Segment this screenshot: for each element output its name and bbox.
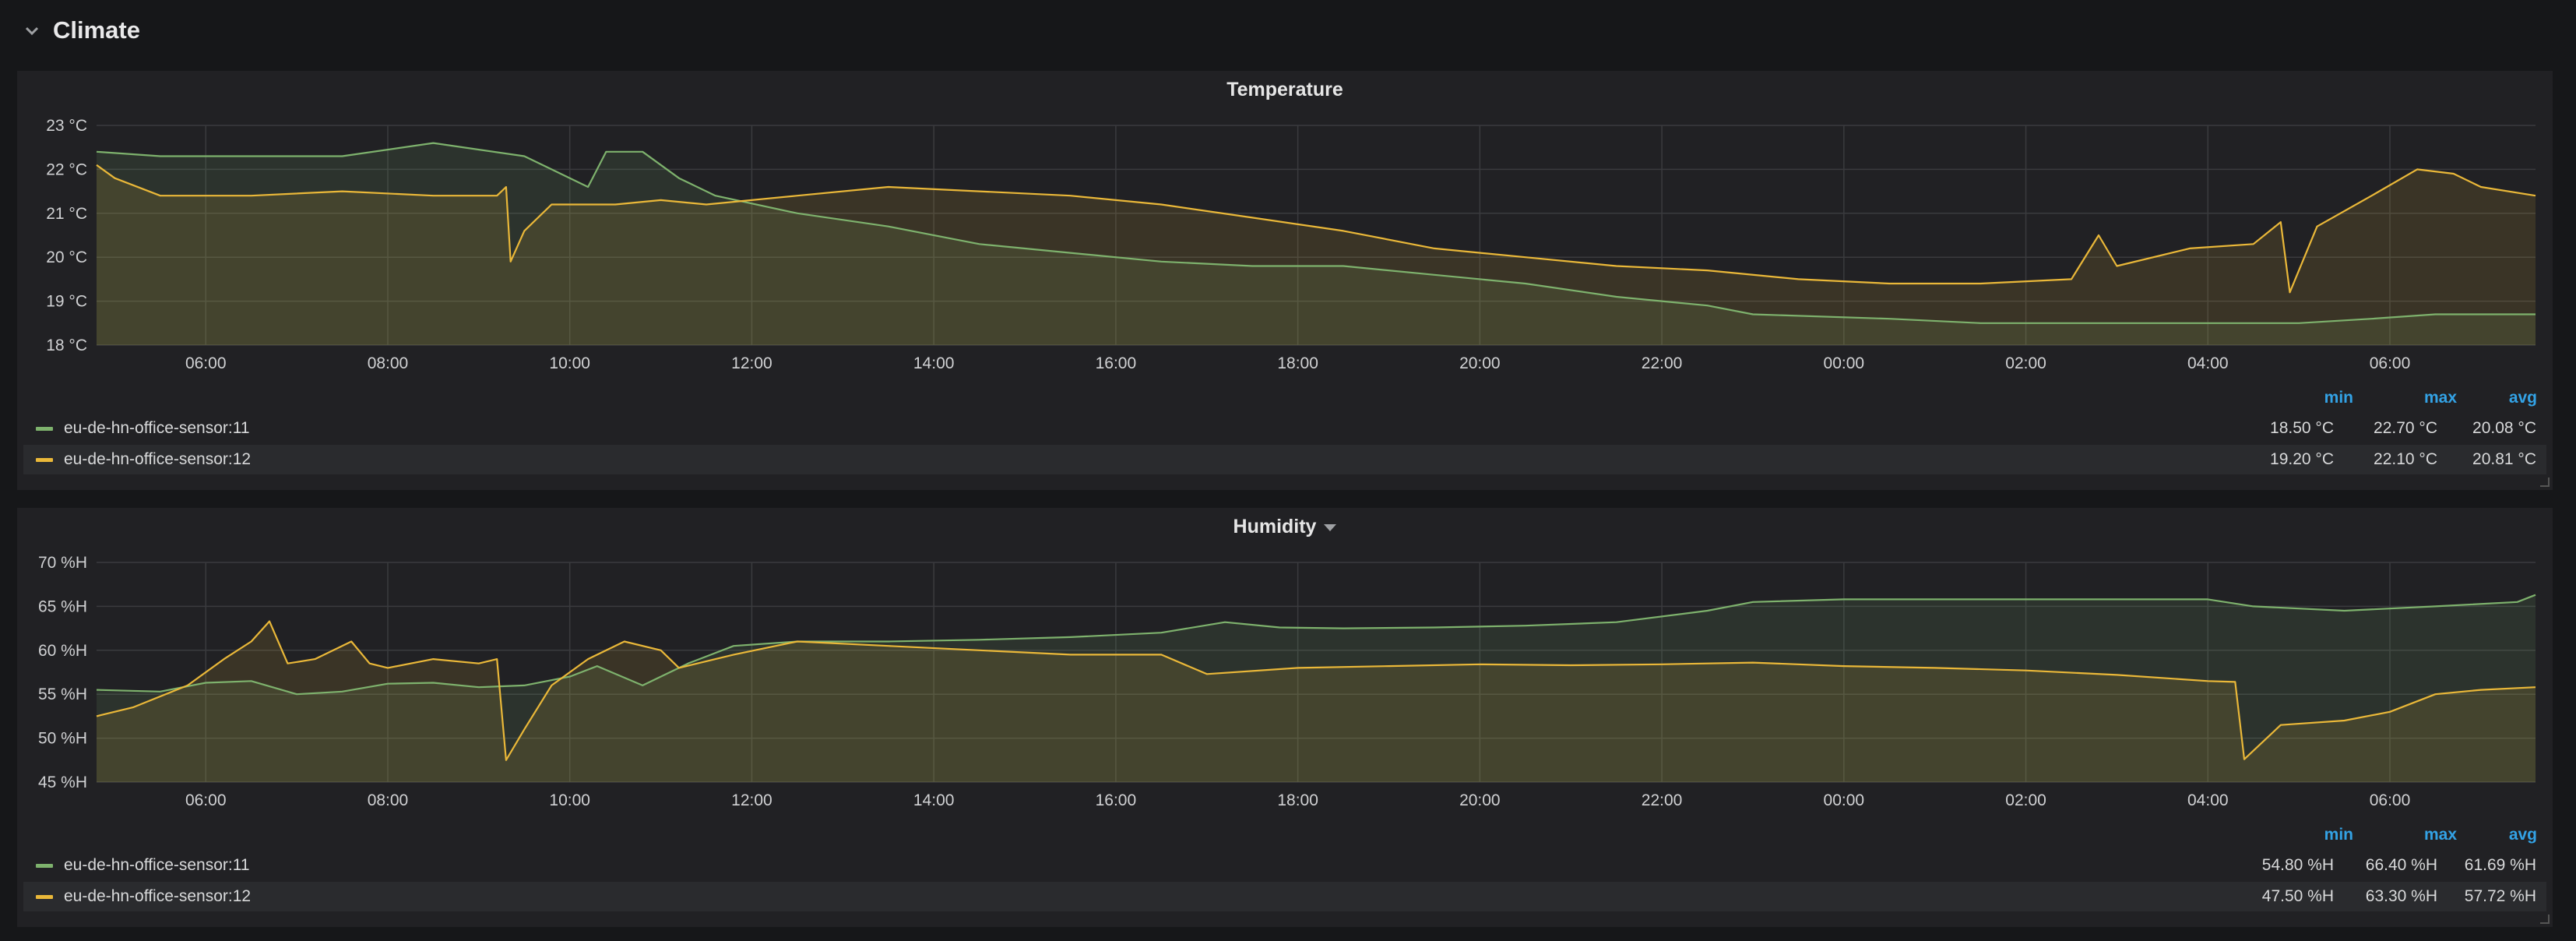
chevron-down-icon[interactable] bbox=[23, 22, 40, 39]
legend-header-min[interactable]: min bbox=[2324, 826, 2353, 844]
x-tick-label: 10:00 bbox=[549, 354, 590, 372]
temperature-panel: Temperature 18 °C 19 °C 20 °C 21 °C 22 °C 23 … bbox=[17, 71, 2553, 490]
x-tick-label: 20:00 bbox=[1459, 354, 1501, 372]
legend-header-avg[interactable]: avg bbox=[2508, 826, 2537, 844]
x-tick-label: 04:00 bbox=[2187, 791, 2229, 809]
legend-avg-value: 61.69 %H bbox=[2464, 856, 2536, 874]
legend-min-value: 54.80 %H bbox=[2261, 856, 2334, 874]
y-tick-label: 60 %H bbox=[38, 642, 87, 660]
temperature-chart[interactable]: 18 °C 19 °C 20 °C 21 °C 22 °C 23 °C 06:00 08:00… bbox=[17, 71, 2553, 382]
series-line-11 bbox=[96, 142, 2536, 324]
humidity-panel: Humidity 45 %H 50 %H 55 %H 60 %H 65 %H 70 %H 0… bbox=[17, 508, 2553, 927]
legend-max-value: 66.40 %H bbox=[2365, 856, 2437, 874]
x-tick-label: 06:00 bbox=[185, 791, 227, 809]
series-color-swatch[interactable] bbox=[36, 457, 53, 462]
y-tick-label: 45 %H bbox=[38, 774, 87, 791]
series-line-12 bbox=[96, 620, 2536, 761]
panel-resize-handle[interactable] bbox=[2540, 478, 2550, 487]
panel-resize-handle[interactable] bbox=[2540, 915, 2550, 924]
x-tick-label: 10:00 bbox=[549, 791, 590, 809]
legend-min-value: 19.20 °C bbox=[2270, 450, 2334, 468]
series-color-swatch[interactable] bbox=[36, 894, 53, 899]
humidity-chart[interactable]: 45 %H 50 %H 55 %H 60 %H 65 %H 70 %H 06:00 08:00… bbox=[17, 508, 2553, 819]
x-tick-label: 14:00 bbox=[913, 791, 955, 809]
series-line-12 bbox=[96, 164, 2536, 294]
x-tick-label: 04:00 bbox=[2187, 354, 2229, 372]
panel-title-text[interactable]: Humidity bbox=[1233, 516, 1317, 537]
x-tick-label: 06:00 bbox=[2370, 354, 2411, 372]
x-tick-label: 16:00 bbox=[1096, 791, 1137, 809]
legend-row[interactable]: eu-de-hn-office-sensor:11 54.80 %H 66.40… bbox=[23, 851, 2546, 880]
x-tick-label: 16:00 bbox=[1096, 354, 1137, 372]
x-tick-label: 12:00 bbox=[731, 354, 772, 372]
legend-row[interactable]: eu-de-hn-office-sensor:12 47.50 %H 63.30… bbox=[23, 882, 2546, 911]
legend-row[interactable]: eu-de-hn-office-sensor:12 19.20 °C 22.10… bbox=[23, 445, 2546, 474]
x-tick-label: 00:00 bbox=[1824, 354, 1865, 372]
x-tick-label: 02:00 bbox=[2005, 354, 2046, 372]
y-tick-label: 19 °C bbox=[46, 293, 87, 311]
legend-series-name[interactable]: eu-de-hn-office-sensor:11 bbox=[64, 419, 250, 437]
y-tick-label: 23 °C bbox=[46, 117, 87, 135]
series-line-11 bbox=[96, 594, 2536, 696]
legend-series-name[interactable]: eu-de-hn-office-sensor:12 bbox=[64, 887, 252, 905]
legend-header-min[interactable]: min bbox=[2324, 389, 2353, 407]
y-tick-label: 18 °C bbox=[46, 337, 87, 354]
series-area-11 bbox=[97, 594, 2536, 782]
x-tick-label: 20:00 bbox=[1459, 791, 1501, 809]
legend-avg-value: 20.81 °C bbox=[2472, 450, 2536, 468]
y-tick-label: 22 °C bbox=[46, 160, 87, 178]
x-tick-label: 08:00 bbox=[368, 354, 409, 372]
y-tick-label: 20 °C bbox=[46, 248, 87, 266]
legend-header-avg[interactable]: avg bbox=[2508, 389, 2537, 407]
series-area-12 bbox=[97, 164, 2536, 345]
series-area-11 bbox=[97, 143, 2536, 345]
x-tick-label: 00:00 bbox=[1824, 791, 1865, 809]
series-color-swatch[interactable] bbox=[36, 426, 53, 431]
panel-title-text[interactable]: Temperature bbox=[1226, 79, 1343, 100]
x-tick-label: 14:00 bbox=[913, 354, 955, 372]
x-tick-label: 12:00 bbox=[731, 791, 772, 809]
caret-down-icon[interactable] bbox=[1324, 523, 1337, 531]
legend-max-value: 63.30 %H bbox=[2365, 887, 2437, 905]
y-tick-label: 50 %H bbox=[38, 730, 87, 748]
x-tick-label: 18:00 bbox=[1277, 791, 1318, 809]
x-tick-label: 22:00 bbox=[1642, 354, 1683, 372]
y-tick-label: 21 °C bbox=[46, 205, 87, 223]
legend-avg-value: 20.08 °C bbox=[2472, 419, 2536, 437]
legend-row[interactable]: eu-de-hn-office-sensor:11 18.50 °C 22.70… bbox=[23, 414, 2546, 443]
legend-header-max[interactable]: max bbox=[2423, 826, 2457, 844]
y-tick-label: 55 %H bbox=[38, 685, 87, 703]
legend-max-value: 22.10 °C bbox=[2374, 450, 2437, 468]
legend-header-max[interactable]: max bbox=[2423, 389, 2457, 407]
x-tick-label: 02:00 bbox=[2005, 791, 2046, 809]
y-tick-label: 70 %H bbox=[38, 554, 87, 572]
legend-series-name[interactable]: eu-de-hn-office-sensor:12 bbox=[64, 450, 252, 468]
x-tick-label: 18:00 bbox=[1277, 354, 1318, 372]
legend-min-value: 18.50 °C bbox=[2270, 419, 2334, 437]
panel-title[interactable]: Temperature bbox=[17, 79, 2553, 101]
row-title: Climate bbox=[53, 16, 140, 44]
series-color-swatch[interactable] bbox=[36, 863, 53, 868]
y-tick-label: 65 %H bbox=[38, 597, 87, 615]
row-header-climate[interactable]: Climate bbox=[23, 11, 140, 50]
x-tick-label: 06:00 bbox=[185, 354, 227, 372]
legend-avg-value: 57.72 %H bbox=[2464, 887, 2536, 905]
legend-series-name[interactable]: eu-de-hn-office-sensor:11 bbox=[64, 856, 250, 874]
panel-title[interactable]: Humidity bbox=[17, 516, 2553, 538]
x-tick-label: 22:00 bbox=[1642, 791, 1683, 809]
legend-min-value: 47.50 %H bbox=[2261, 887, 2334, 905]
x-tick-label: 06:00 bbox=[2370, 791, 2411, 809]
x-tick-label: 08:00 bbox=[368, 791, 409, 809]
legend-max-value: 22.70 °C bbox=[2374, 419, 2437, 437]
